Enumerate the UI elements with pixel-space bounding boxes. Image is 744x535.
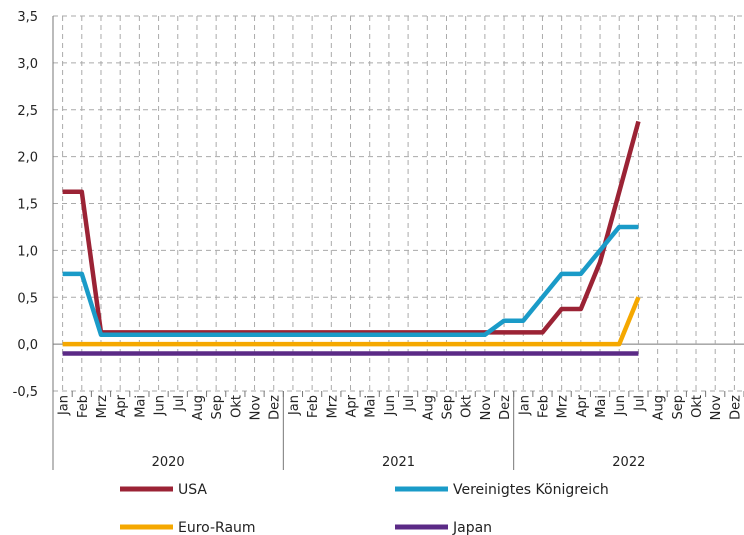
x-tick-label: Mrz [325, 395, 340, 419]
x-tick-label: Jun [153, 395, 168, 416]
x-tick-label: Sep [671, 395, 686, 420]
x-tick-label: Feb [76, 395, 91, 418]
x-tick-label: Okt [460, 395, 475, 418]
x-tick-label: Aug [421, 395, 436, 420]
y-tick-label: 1,0 [17, 244, 38, 259]
x-tick-label: Dez [728, 395, 743, 420]
x-tick-label: Nov [709, 395, 724, 421]
x-tick-label: Apr [345, 394, 360, 417]
legend-label: Euro-Raum [178, 520, 256, 535]
x-tick-label: Apr [575, 394, 590, 417]
series-line [62, 224, 639, 337]
x-tick-label: Jan [57, 395, 72, 416]
legend-label: Japan [452, 520, 492, 535]
x-tick-label: Okt [690, 395, 705, 418]
y-tick-label: 2,0 [17, 151, 38, 166]
group-label: 2020 [152, 455, 185, 470]
x-tick-label: Mai [594, 395, 609, 418]
x-tick-label: Jun [383, 395, 398, 416]
y-tick-label: 1,5 [17, 198, 38, 213]
x-tick-label: Mai [364, 395, 379, 418]
x-tick-label: Jul [402, 395, 417, 412]
x-tick-label: Okt [229, 395, 244, 418]
y-tick-label: 0,0 [17, 338, 38, 353]
series-line [62, 120, 641, 335]
y-tick-label: 0,5 [17, 291, 38, 306]
x-tick-label: Sep [440, 395, 455, 420]
y-tick-label: 2,5 [17, 104, 38, 119]
x-tick-label: Sep [210, 395, 225, 420]
x-tick-label: Aug [191, 395, 206, 420]
x-tick-label: Dez [498, 395, 513, 420]
series-line [62, 296, 641, 347]
y-tick-label: -0,5 [13, 385, 38, 400]
x-tick-label: Mrz [95, 395, 110, 419]
x-tick-label: Jul [632, 395, 647, 412]
x-tick-label: Nov [479, 395, 494, 421]
y-tick-label: 3,5 [17, 10, 38, 25]
x-tick-label: Mai [133, 395, 148, 418]
x-tick-label: Mrz [556, 395, 571, 419]
y-tick-label: 3,0 [17, 57, 38, 72]
x-tick-label: Jan [287, 395, 302, 416]
x-tick-label: Aug [652, 395, 667, 420]
group-label: 2021 [382, 455, 415, 470]
x-tick-label: Nov [249, 395, 264, 421]
x-tick-label: Jul [172, 395, 187, 412]
x-tick-label: Dez [268, 395, 283, 420]
x-tick-label: Feb [536, 395, 551, 418]
group-label: 2022 [612, 455, 645, 470]
x-tick-label: Feb [306, 395, 321, 418]
x-tick-label: Apr [114, 394, 129, 417]
x-tick-label: Jun [613, 395, 628, 416]
legend-label: USA [178, 482, 207, 498]
legend-label: Vereinigtes Königreich [453, 482, 609, 498]
x-tick-label: Jan [517, 395, 532, 416]
